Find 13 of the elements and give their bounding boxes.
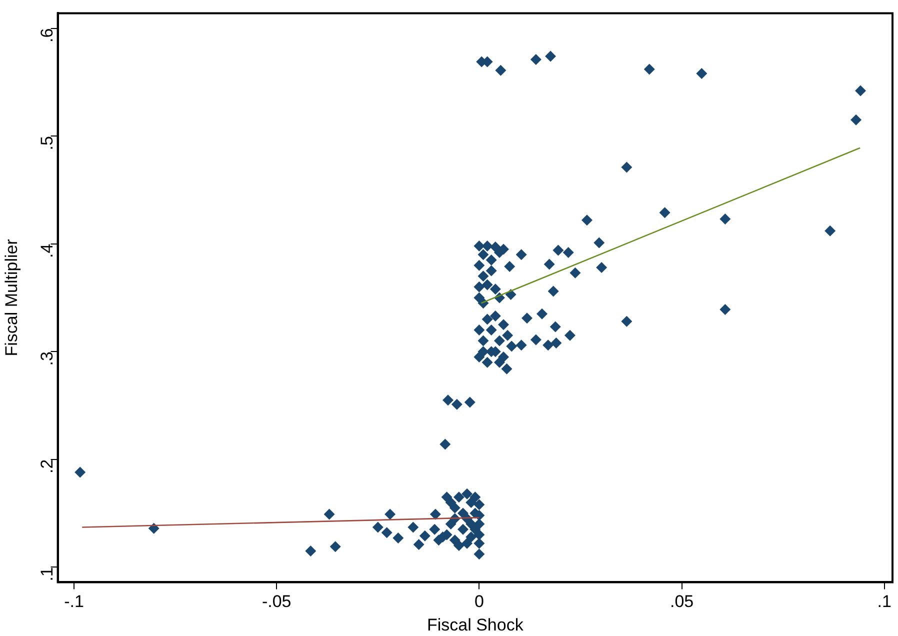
x-tick-label: 0 xyxy=(474,592,484,612)
x-axis-title: Fiscal Shock xyxy=(426,615,524,634)
y-tick-label: .4 xyxy=(37,244,56,258)
y-tick-label: .5 xyxy=(37,136,56,150)
x-tick-label: -.1 xyxy=(64,592,84,612)
x-tick-label: -.05 xyxy=(262,592,292,612)
y-tick-label: .6 xyxy=(37,28,56,42)
x-tick-label: .1 xyxy=(877,592,892,612)
y-tick-label: .2 xyxy=(37,459,56,474)
y-tick-label: .1 xyxy=(37,567,56,582)
y-axis-title: Fiscal Multiplier xyxy=(2,238,21,356)
x-tick-label: .05 xyxy=(670,592,694,612)
y-tick-label: .3 xyxy=(37,352,56,366)
